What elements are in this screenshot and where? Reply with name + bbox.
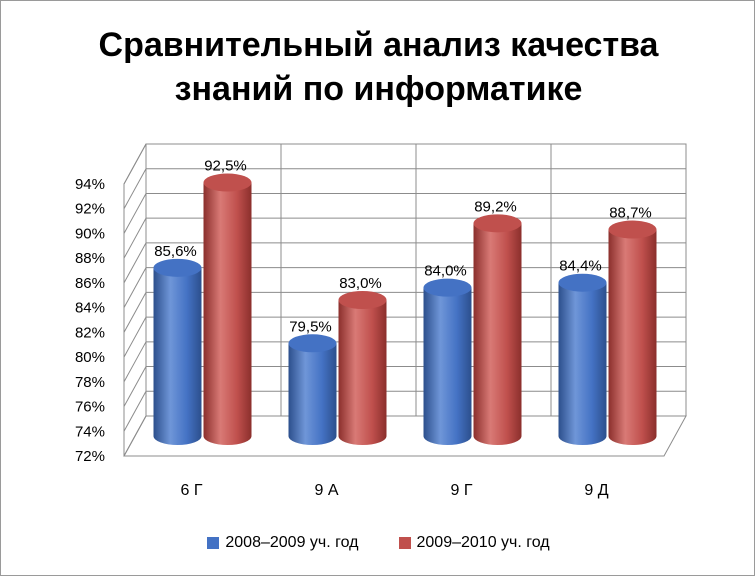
- legend-label-series-2: 2009–2010 уч. год: [416, 534, 550, 551]
- legend-swatch-series-2: [398, 537, 411, 549]
- bar-2-9А: [338, 291, 387, 445]
- data-label: 89,2%: [474, 198, 517, 215]
- y-tick-label: 78%: [75, 374, 105, 391]
- y-tick-label: 84%: [75, 300, 105, 317]
- bar-body: [338, 300, 387, 445]
- y-tick-label: 74%: [75, 423, 105, 440]
- chart-side-wall: [123, 143, 147, 457]
- bar-top: [338, 291, 387, 309]
- x-tick-label: 9 А: [314, 482, 338, 499]
- y-tick-label: 86%: [75, 275, 105, 292]
- data-label: 92,5%: [204, 158, 247, 175]
- y-tick-label: 82%: [75, 324, 105, 341]
- y-tick-label: 72%: [75, 448, 105, 465]
- y-tick-label: 90%: [75, 225, 105, 242]
- y-tick-label: 92%: [75, 201, 105, 218]
- gridline: [123, 168, 686, 209]
- bar-top: [473, 214, 522, 233]
- data-label: 79,5%: [289, 318, 332, 335]
- y-tick-label: 94%: [75, 176, 105, 193]
- data-label: 88,7%: [609, 205, 652, 222]
- chart-title-line-1: Сравнительный анализ качества: [98, 26, 659, 64]
- bar-top: [153, 258, 202, 277]
- legend-swatch-series-1: [207, 537, 220, 549]
- bar-2-9Д: [608, 220, 657, 445]
- bar-top: [558, 273, 607, 292]
- data-label: 85,6%: [154, 243, 197, 260]
- bar-1-9Д: [558, 273, 607, 445]
- legend-label-series-1: 2008–2009 уч. год: [225, 534, 359, 551]
- bar-1-9Г: [423, 278, 472, 445]
- chart-title-line-2: знаний по информатике: [174, 70, 583, 108]
- y-tick-label: 88%: [75, 250, 105, 267]
- bar-body: [203, 182, 252, 445]
- bar-1-6Г: [153, 258, 202, 445]
- y-tick-label: 80%: [75, 349, 105, 366]
- legend-item-series-2: 2009–2010 уч. год: [398, 534, 550, 552]
- bar-body: [473, 223, 522, 445]
- bar-1-9А: [288, 334, 337, 445]
- bar-top: [423, 278, 472, 297]
- bar-top: [203, 173, 252, 192]
- x-tick-label: 6 Г: [180, 482, 202, 499]
- x-tick-label: 9 Г: [450, 482, 472, 499]
- bar-2-6Г: [203, 173, 252, 445]
- bar-top: [608, 220, 657, 239]
- gridline: [123, 192, 686, 234]
- bar-body: [608, 229, 657, 445]
- chart-title: Сравнительный анализ качества знаний по …: [1, 23, 755, 111]
- legend-item-series-1: 2008–2009 уч. год: [207, 534, 359, 552]
- bar-top: [288, 334, 337, 353]
- bar-body: [558, 282, 607, 445]
- legend: 2008–2009 уч. год 2009–2010 уч. год: [1, 534, 755, 552]
- bar-2-9Г: [473, 214, 522, 445]
- data-label: 84,4%: [559, 258, 602, 275]
- bar-body: [153, 267, 202, 445]
- data-label: 84,0%: [424, 263, 467, 280]
- y-tick-label: 76%: [75, 399, 105, 416]
- bar-body: [288, 343, 337, 445]
- data-label: 83,0%: [339, 275, 382, 292]
- x-tick-label: 9 Д: [584, 482, 608, 499]
- bar-body: [423, 287, 472, 445]
- gridline: [123, 143, 686, 185]
